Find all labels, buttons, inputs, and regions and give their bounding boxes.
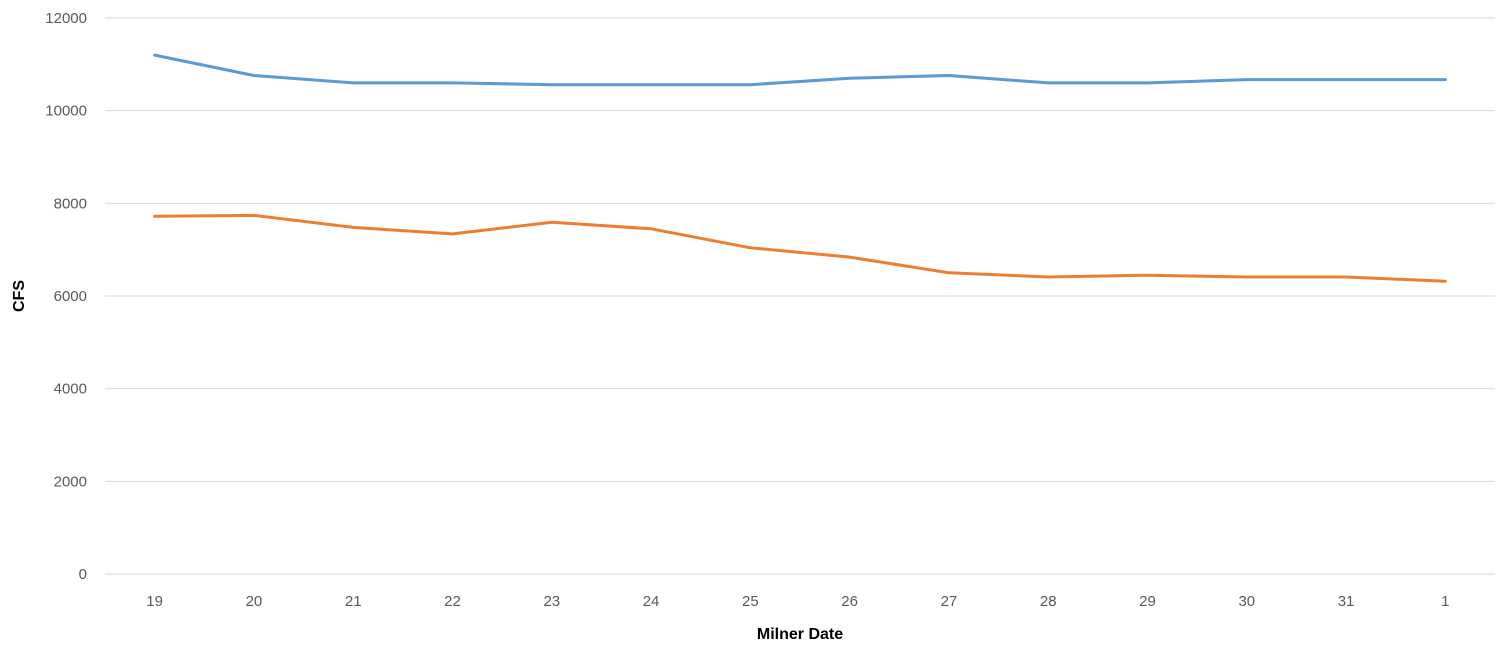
- x-tick-label: 30: [1238, 593, 1255, 610]
- x-tick-label: 22: [444, 593, 461, 610]
- x-tick-label: 25: [742, 593, 759, 610]
- series-lines: [153, 53, 1447, 283]
- x-axis-title: Milner Date: [757, 626, 843, 643]
- y-tick-label: 2000: [54, 473, 87, 490]
- x-tick-label: 27: [941, 593, 958, 610]
- y-tick-label: 0: [79, 566, 87, 583]
- y-axis-ticks: 0 2000 4000 6000 8000 10000 12000: [45, 10, 87, 583]
- x-axis-ticks: 19 20 21 22 23 24 25 26 27 28 29 30 31 1: [146, 593, 1449, 610]
- y-tick-label: 4000: [54, 381, 87, 398]
- y-tick-label: 8000: [54, 195, 87, 212]
- y-tick-label: 6000: [54, 288, 87, 305]
- y-axis-title: CFS: [11, 280, 28, 312]
- x-tick-label: 23: [543, 593, 560, 610]
- x-tick-label: 28: [1040, 593, 1057, 610]
- x-tick-label: 20: [246, 593, 263, 610]
- x-tick-label: 31: [1338, 593, 1355, 610]
- gridlines: [105, 17, 1495, 575]
- x-tick-label: 26: [841, 593, 858, 610]
- series-line-2: [153, 213, 1447, 283]
- x-tick-label: 29: [1139, 593, 1156, 610]
- series-line-1: [153, 53, 1447, 87]
- y-tick-label: 12000: [45, 10, 87, 27]
- y-tick-label: 10000: [45, 103, 87, 120]
- x-tick-label: 1: [1441, 593, 1449, 610]
- x-tick-label: 19: [146, 593, 163, 610]
- x-tick-label: 21: [345, 593, 362, 610]
- x-tick-label: 24: [643, 593, 660, 610]
